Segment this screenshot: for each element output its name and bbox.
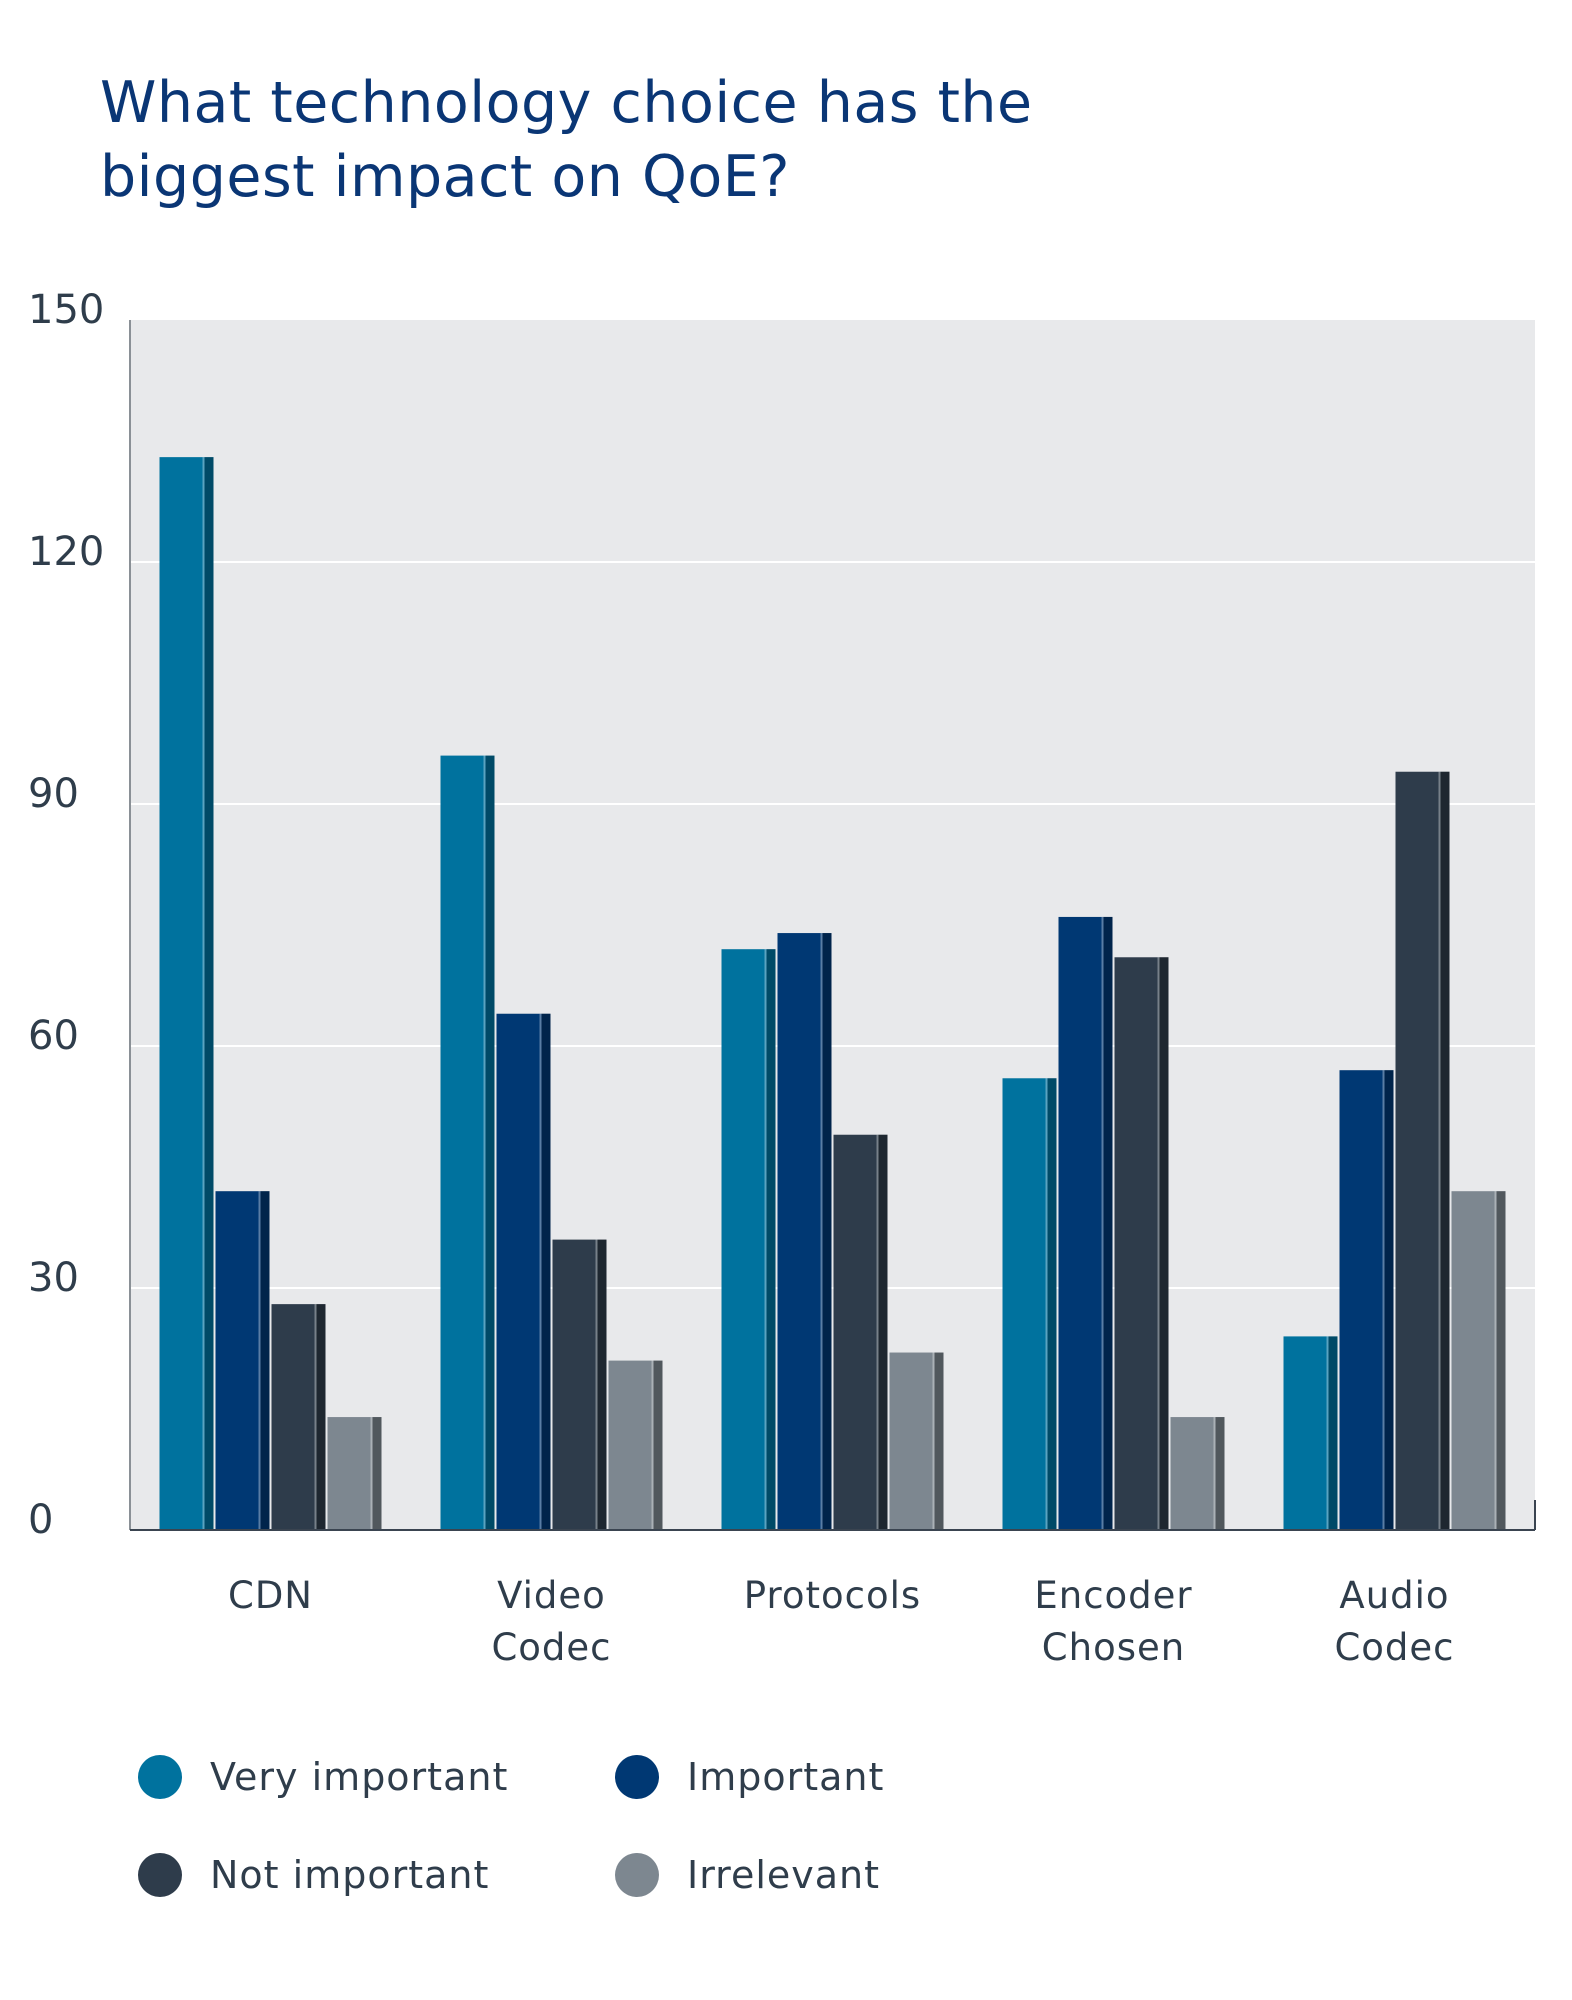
legend-swatch [615, 1853, 659, 1897]
y-tick-label: 150 [28, 287, 104, 333]
bar [1170, 1417, 1225, 1530]
bar [440, 755, 495, 1530]
bars [159, 457, 1506, 1531]
x-category-label: Protocols [744, 1574, 921, 1617]
legend-swatch [138, 1755, 182, 1799]
bar [1451, 1191, 1506, 1530]
legend-label: Important [687, 1755, 885, 1799]
legend: Very important Important Not important Irre… [138, 1752, 938, 1952]
y-tick-label: 0 [28, 1497, 53, 1543]
bar [1339, 1070, 1394, 1530]
x-category-label: CDN [228, 1574, 313, 1617]
y-tick-label: 60 [28, 1013, 79, 1059]
chart-title: What technology choice has the biggest i… [100, 66, 1200, 214]
bar [608, 1360, 663, 1530]
x-category-label: Video Codec [491, 1574, 611, 1669]
bar [1395, 771, 1450, 1530]
bar [777, 933, 832, 1530]
bar [1058, 916, 1113, 1530]
bar-chart: 0 30 60 90 120 150 CDN Video Codec Protocols Enco… [28, 287, 1536, 1669]
y-tick-label: 120 [28, 529, 104, 575]
y-tick-label: 30 [28, 1255, 79, 1301]
bar [1283, 1336, 1338, 1530]
bar [833, 1134, 888, 1530]
bar [215, 1191, 270, 1530]
gridlines [130, 561, 1535, 1289]
legend-swatch [615, 1755, 659, 1799]
bar [552, 1239, 607, 1530]
bar [159, 457, 214, 1531]
bar [721, 949, 776, 1530]
bar [889, 1352, 944, 1530]
bar [496, 1013, 551, 1530]
legend-label: Very important [210, 1755, 509, 1799]
legend-item: Important [615, 1752, 884, 1802]
legend-item: Irrelevant [615, 1850, 880, 1900]
legend-swatch [138, 1853, 182, 1897]
bar [1002, 1078, 1057, 1530]
x-category-label: Encoder Chosen [1034, 1574, 1192, 1669]
plot-area [130, 320, 1535, 1530]
y-tick-label: 90 [28, 771, 79, 817]
bar [271, 1304, 326, 1530]
legend-item: Very important [138, 1752, 508, 1802]
chart-title-text: What technology choice has the biggest i… [100, 70, 1033, 210]
bar [1114, 957, 1169, 1530]
legend-label: Irrelevant [687, 1853, 881, 1897]
bar [327, 1417, 382, 1530]
x-category-label: Audio Codec [1334, 1574, 1454, 1669]
legend-item: Not important [138, 1850, 489, 1900]
x-axis-labels: CDN Video Codec Protocols Encoder Chosen Audio… [228, 1574, 1454, 1669]
legend-label: Not important [210, 1853, 490, 1897]
y-axis-ticks: 0 30 60 90 120 150 [28, 287, 104, 1543]
